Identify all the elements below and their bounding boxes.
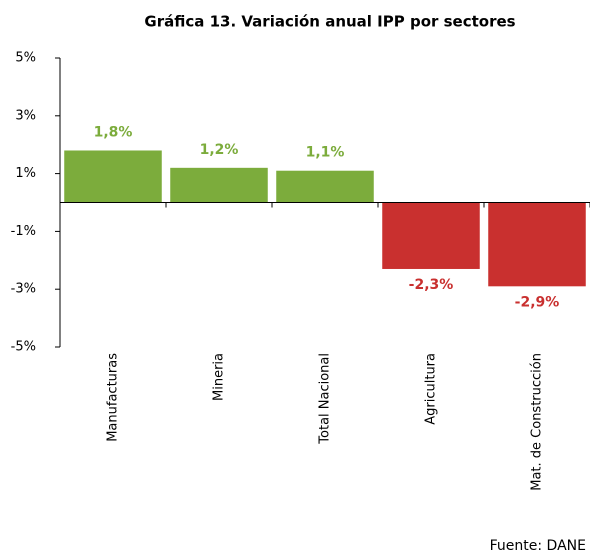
bar <box>276 170 374 203</box>
x-tick-label: Manufacturas <box>106 353 121 442</box>
x-tick-label: Mineria <box>212 353 227 401</box>
value-label: -2,3% <box>409 277 454 293</box>
y-tick-label: 5% <box>15 51 36 66</box>
y-tick-label: 3% <box>15 108 36 123</box>
value-label: 1,2% <box>200 142 239 158</box>
chart-title: Gráfica 13. Variación anual IPP por sect… <box>144 13 515 31</box>
bar <box>488 202 586 287</box>
x-tick-label: Total Nacional <box>318 353 333 445</box>
value-label: -2,9% <box>515 294 560 310</box>
x-tick-label: Mat. de Construcción <box>530 353 545 491</box>
y-tick-label: -5% <box>11 340 36 355</box>
bar <box>64 150 162 203</box>
bar <box>382 202 480 269</box>
y-tick-label: -1% <box>11 224 36 239</box>
source: Fuente: DANE <box>490 538 586 554</box>
bar <box>170 167 268 203</box>
x-tick-label: Agricultura <box>424 353 439 425</box>
y-tick-label: 1% <box>15 166 36 181</box>
y-tick-label: -3% <box>11 282 36 297</box>
value-label: 1,8% <box>94 124 133 140</box>
value-label: 1,1% <box>306 145 345 161</box>
